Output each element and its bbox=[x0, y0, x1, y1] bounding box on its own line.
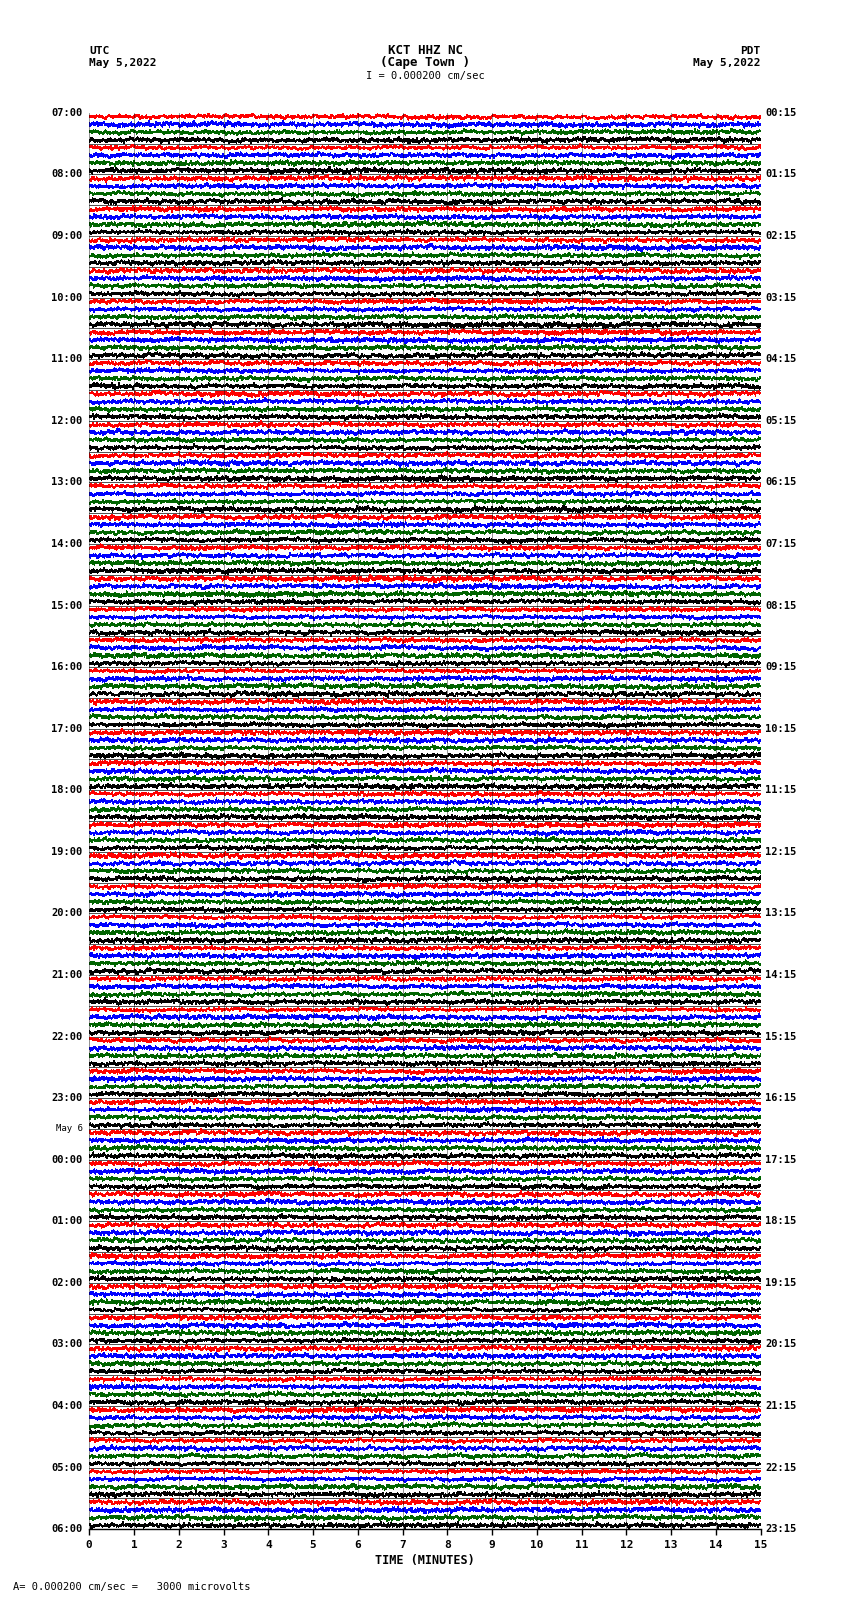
Text: 11:15: 11:15 bbox=[765, 786, 796, 795]
Text: KCT HHZ NC: KCT HHZ NC bbox=[388, 44, 462, 58]
Text: 10:00: 10:00 bbox=[51, 292, 82, 303]
Text: 17:15: 17:15 bbox=[765, 1155, 796, 1165]
Text: A= 0.000200 cm/sec =   3000 microvolts: A= 0.000200 cm/sec = 3000 microvolts bbox=[13, 1582, 250, 1592]
Text: 00:15: 00:15 bbox=[765, 108, 796, 118]
Text: 03:15: 03:15 bbox=[765, 292, 796, 303]
Text: 05:15: 05:15 bbox=[765, 416, 796, 426]
Text: 12:15: 12:15 bbox=[765, 847, 796, 857]
Text: 21:15: 21:15 bbox=[765, 1402, 796, 1411]
Text: 06:15: 06:15 bbox=[765, 477, 796, 487]
Text: 07:15: 07:15 bbox=[765, 539, 796, 548]
Text: 23:00: 23:00 bbox=[51, 1094, 82, 1103]
Text: 04:15: 04:15 bbox=[765, 355, 796, 365]
Text: PDT: PDT bbox=[740, 45, 761, 56]
Text: 02:15: 02:15 bbox=[765, 231, 796, 240]
X-axis label: TIME (MINUTES): TIME (MINUTES) bbox=[375, 1553, 475, 1566]
Text: 13:15: 13:15 bbox=[765, 908, 796, 918]
Text: 08:00: 08:00 bbox=[51, 169, 82, 179]
Text: 09:15: 09:15 bbox=[765, 661, 796, 673]
Text: 01:00: 01:00 bbox=[51, 1216, 82, 1226]
Text: 16:15: 16:15 bbox=[765, 1094, 796, 1103]
Text: 00:00: 00:00 bbox=[51, 1155, 82, 1165]
Text: 17:00: 17:00 bbox=[51, 724, 82, 734]
Text: 15:15: 15:15 bbox=[765, 1032, 796, 1042]
Text: 02:00: 02:00 bbox=[51, 1277, 82, 1287]
Text: 21:00: 21:00 bbox=[51, 969, 82, 981]
Text: 18:15: 18:15 bbox=[765, 1216, 796, 1226]
Text: 23:15: 23:15 bbox=[765, 1524, 796, 1534]
Text: 22:15: 22:15 bbox=[765, 1463, 796, 1473]
Text: 06:00: 06:00 bbox=[51, 1524, 82, 1534]
Text: 08:15: 08:15 bbox=[765, 600, 796, 610]
Text: May 5,2022: May 5,2022 bbox=[694, 58, 761, 68]
Text: 03:00: 03:00 bbox=[51, 1339, 82, 1350]
Text: 12:00: 12:00 bbox=[51, 416, 82, 426]
Text: 19:00: 19:00 bbox=[51, 847, 82, 857]
Text: 10:15: 10:15 bbox=[765, 724, 796, 734]
Text: 19:15: 19:15 bbox=[765, 1277, 796, 1287]
Text: (Cape Town ): (Cape Town ) bbox=[380, 56, 470, 69]
Text: 04:00: 04:00 bbox=[51, 1402, 82, 1411]
Text: 11:00: 11:00 bbox=[51, 355, 82, 365]
Text: 07:00: 07:00 bbox=[51, 108, 82, 118]
Text: 14:15: 14:15 bbox=[765, 969, 796, 981]
Text: 13:00: 13:00 bbox=[51, 477, 82, 487]
Text: 20:00: 20:00 bbox=[51, 908, 82, 918]
Text: 22:00: 22:00 bbox=[51, 1032, 82, 1042]
Text: 05:00: 05:00 bbox=[51, 1463, 82, 1473]
Text: UTC: UTC bbox=[89, 45, 110, 56]
Text: I = 0.000200 cm/sec: I = 0.000200 cm/sec bbox=[366, 71, 484, 81]
Text: 16:00: 16:00 bbox=[51, 661, 82, 673]
Text: May 6: May 6 bbox=[55, 1124, 82, 1134]
Text: 14:00: 14:00 bbox=[51, 539, 82, 548]
Text: 20:15: 20:15 bbox=[765, 1339, 796, 1350]
Text: 18:00: 18:00 bbox=[51, 786, 82, 795]
Text: May 5,2022: May 5,2022 bbox=[89, 58, 156, 68]
Text: 01:15: 01:15 bbox=[765, 169, 796, 179]
Text: 09:00: 09:00 bbox=[51, 231, 82, 240]
Text: 15:00: 15:00 bbox=[51, 600, 82, 610]
